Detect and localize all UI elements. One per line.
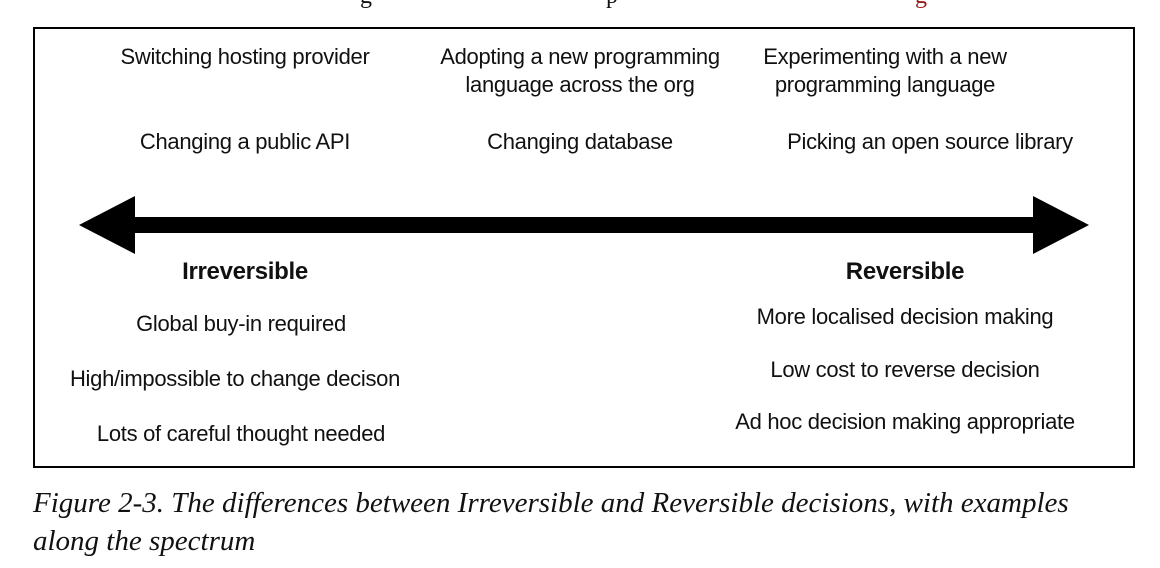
example-middle-bottom: Changing database <box>487 129 673 154</box>
reversible-trait: Low cost to reverse decision <box>770 357 1040 382</box>
irreversible-trait: High/impossible to change decison <box>69 366 401 391</box>
reversible-trait: More localised decision making <box>756 304 1054 329</box>
figure-box: Switching hosting provider Adopting a ne… <box>33 27 1135 468</box>
example-right-top: Experimenting with a new programming lan… <box>763 44 1007 97</box>
double-arrow-icon <box>79 196 1089 254</box>
example-left-bottom: Changing a public API <box>139 129 351 154</box>
clipped-link-fragment[interactable]: g <box>915 0 927 10</box>
irreversible-trait: Lots of careful thought needed <box>96 421 386 446</box>
irreversible-trait: Global buy-in required <box>136 311 346 336</box>
clipped-glyph: p <box>606 0 618 10</box>
reversible-label: Reversible <box>845 258 965 285</box>
example-middle-top: Adopting a new programming language acro… <box>440 44 720 97</box>
clipped-text-line: g p g <box>0 0 1160 10</box>
clipped-glyph: g <box>360 0 372 10</box>
example-right-bottom: Picking an open source library <box>787 129 1073 154</box>
example-left-top: Switching hosting provider <box>120 44 370 69</box>
irreversible-label: Irreversible <box>182 258 308 285</box>
figure-caption: Figure 2-3. The differences between Irre… <box>33 487 1069 557</box>
reversible-trait: Ad hoc decision making appropriate <box>735 409 1075 434</box>
